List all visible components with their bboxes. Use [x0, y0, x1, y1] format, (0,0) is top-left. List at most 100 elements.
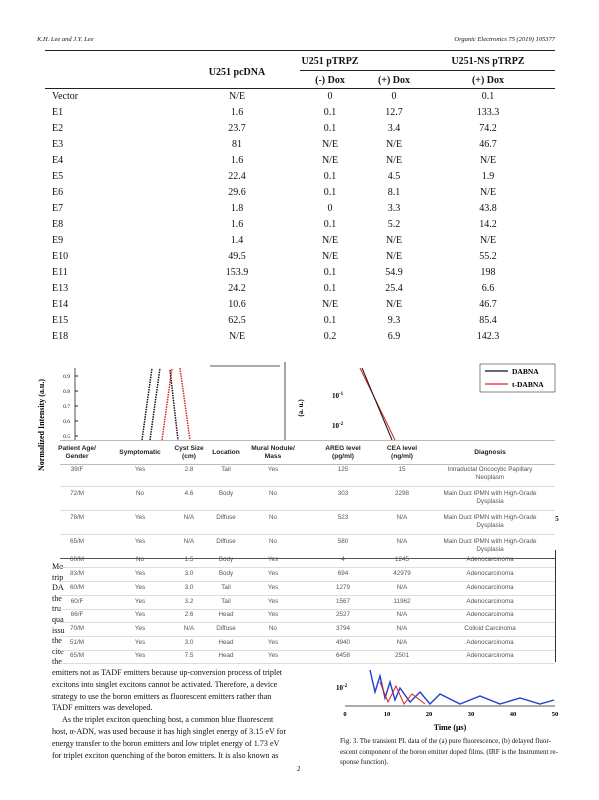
cell: 4.6 [184, 490, 194, 497]
cell: Body [218, 556, 234, 563]
row-label: E7 [52, 203, 64, 214]
paragraph-line: As the triplet exciton quenching host, a… [62, 715, 274, 725]
cell: N/E [321, 139, 339, 150]
cell: 2.8 [184, 466, 194, 473]
row-label: E13 [52, 283, 69, 294]
text-fragment: issu [52, 625, 65, 635]
header-line: Location [212, 449, 240, 456]
cell: 66/F [70, 611, 84, 618]
cell: 1279 [335, 584, 351, 591]
tick-label: 0.9 [63, 374, 70, 380]
row-rule [60, 595, 555, 596]
cell: 8.1 [387, 187, 401, 198]
cell: N/A [183, 625, 195, 632]
cell: 6.9 [387, 331, 401, 342]
paragraph-line: host, α-ADN, was used because it has hig… [52, 727, 287, 736]
cell: 49.5 [228, 251, 246, 262]
cell: 83/M [70, 570, 84, 577]
cell: 2298 [394, 490, 410, 497]
cell: 198 [480, 267, 496, 278]
cell: 4940 [335, 639, 351, 646]
paragraph-line: strategy to use the boron emitters as fl… [52, 691, 272, 701]
cell-line: Neoplasm [475, 474, 505, 481]
cell: 0.1 [323, 315, 337, 326]
cell: 523 [337, 514, 349, 521]
cell: 72/M [70, 490, 84, 497]
legend-label: t-DABNA [512, 380, 544, 389]
row-rule [60, 567, 555, 568]
cell: N/A [396, 538, 408, 545]
column-header: Diagnosis [474, 449, 506, 457]
cell: 1.5 [184, 556, 194, 563]
row-rule [60, 609, 555, 610]
cell: 74.2 [479, 123, 497, 134]
column-subheader: (+) Dox [377, 75, 411, 86]
cell: Head [218, 611, 234, 618]
tick-label: 10-2 [332, 422, 344, 430]
column-header: CEA level (ng/ml) [387, 445, 417, 461]
cell: N/E [385, 299, 403, 310]
header-line: Cyst Size [174, 445, 204, 452]
cell: Yes [267, 570, 279, 577]
cell: 580 [337, 538, 349, 545]
cell: N/A [396, 639, 408, 646]
cell: 15 [398, 466, 406, 473]
cell: 2527 [335, 611, 351, 618]
cell-line: Colloid Carcinoma [464, 625, 516, 632]
cell: Yes [134, 652, 146, 659]
cell: N/A [396, 584, 408, 591]
cell: 1245 [394, 556, 410, 563]
column-group-header: U251-NS pTRPZ [451, 56, 525, 67]
cell: Yes [134, 514, 146, 521]
cell: N/E [385, 235, 403, 246]
row-label: E1 [52, 107, 64, 118]
cell: 0 [327, 91, 333, 102]
cell: 85.4 [479, 315, 497, 326]
cell: N/E [228, 331, 246, 342]
cell: 1.6 [230, 219, 244, 230]
cell: Head [218, 652, 234, 659]
tick-label: 10-1 [332, 392, 344, 400]
cell: Yes [267, 639, 279, 646]
cell: N/E [385, 251, 403, 262]
cell: 3794 [335, 625, 351, 632]
cell: 10.6 [228, 299, 246, 310]
cell: N/E [479, 235, 497, 246]
header-line: Patient Age/ [58, 445, 96, 452]
header-line: (cm) [182, 453, 196, 460]
cell: 1.4 [230, 235, 244, 246]
cell: 2501 [394, 652, 410, 659]
cell-line: Intraductal Oncocytic Papillary [447, 466, 533, 473]
cell: 14.2 [479, 219, 497, 230]
cell: Yes [134, 625, 146, 632]
row-rule [60, 650, 555, 651]
cell: 0.1 [481, 91, 495, 102]
cell: 70/M [70, 625, 84, 632]
cell: 4.5 [387, 171, 401, 182]
cell: Colloid Carcinoma [464, 625, 515, 633]
row-rule [60, 622, 555, 623]
cell: 29.6 [228, 187, 246, 198]
cell-line: Adenocarcinoma [466, 598, 514, 605]
cell-line: Adenocarcinoma [466, 556, 514, 563]
cell: 7.5 [184, 652, 194, 659]
tick-label: 30 [468, 711, 475, 718]
row-label: E5 [52, 171, 64, 182]
cell-line: Adenocarcinoma [466, 639, 514, 646]
cell: Yes [134, 466, 146, 473]
text-fragment: the [52, 593, 62, 603]
cell: Main Duct IPMN with High-Grade Dysplasia [443, 538, 536, 554]
header-line: CEA level [386, 445, 418, 452]
cell-line: Main Duct IPMN with High-Grade [443, 538, 537, 545]
cell: 39/F [70, 466, 84, 473]
row-label: E3 [52, 139, 64, 150]
header-line: AREG level [325, 445, 361, 452]
header-line: Mural Nodule/ [251, 445, 295, 452]
cell: Yes [267, 652, 279, 659]
cell: 65/M [70, 652, 84, 659]
cell: 1.6 [230, 155, 244, 166]
cell: 1.8 [230, 203, 244, 214]
cell: N/A [396, 611, 408, 618]
rule [45, 88, 555, 89]
cell: 3.2 [184, 598, 194, 605]
